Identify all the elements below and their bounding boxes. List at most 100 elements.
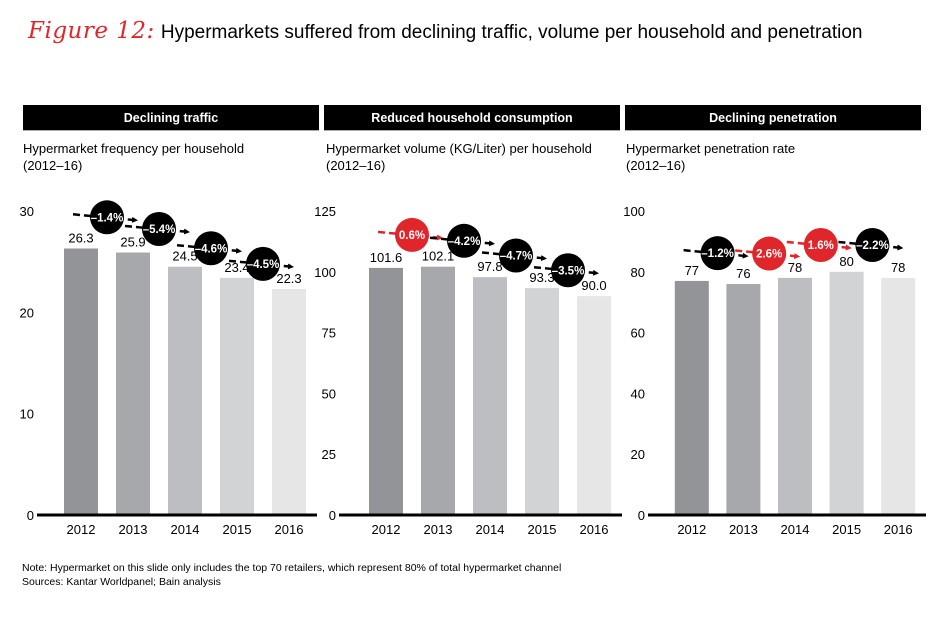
x-tick-label: 2014 bbox=[476, 522, 505, 537]
growth-label: –3.5% bbox=[552, 265, 585, 277]
data-label: 102.1 bbox=[422, 249, 455, 264]
y-tick-label: 25 bbox=[322, 447, 336, 462]
bar bbox=[168, 266, 202, 515]
footnote: Note: Hypermarket on this slide only inc… bbox=[22, 561, 561, 589]
data-label: 78 bbox=[788, 260, 802, 275]
panel-header-consumption: Reduced household consumption bbox=[324, 105, 620, 131]
x-tick-label: 2016 bbox=[275, 522, 304, 537]
chart-period: (2012–16) bbox=[626, 158, 686, 173]
x-tick-label: 2015 bbox=[528, 522, 557, 537]
data-label: 22.3 bbox=[276, 271, 301, 286]
x-tick-label: 2015 bbox=[223, 522, 252, 537]
y-tick-label: 20 bbox=[631, 447, 645, 462]
bar bbox=[473, 277, 507, 515]
figure-number: Figure 12: bbox=[28, 18, 155, 44]
data-label: 78 bbox=[891, 260, 905, 275]
bar bbox=[577, 296, 611, 515]
chart-title: Hypermarket penetration rate bbox=[626, 141, 796, 156]
x-tick-label: 2012 bbox=[372, 522, 401, 537]
growth-bubble bbox=[395, 217, 429, 252]
y-tick-label: 20 bbox=[20, 305, 34, 320]
figure-title: Figure 12: Hypermarkets suffered from de… bbox=[28, 18, 862, 44]
y-tick-label: 80 bbox=[631, 265, 645, 280]
bar bbox=[726, 283, 761, 515]
growth-bubble bbox=[551, 253, 585, 288]
bar bbox=[829, 271, 864, 515]
y-tick-label: 100 bbox=[623, 204, 645, 219]
growth-label: –5.4% bbox=[143, 224, 176, 236]
y-tick-label: 40 bbox=[631, 386, 645, 401]
chart-period: (2012–16) bbox=[23, 158, 83, 173]
y-tick-label: 60 bbox=[631, 326, 645, 341]
y-tick-label: 0 bbox=[638, 508, 645, 523]
growth-bubble bbox=[752, 236, 787, 271]
data-label: 23.4 bbox=[224, 260, 249, 275]
bar bbox=[220, 277, 254, 515]
bar bbox=[369, 267, 403, 515]
x-tick-label: 2013 bbox=[729, 522, 758, 537]
panel-header-traffic: Declining traffic bbox=[23, 105, 319, 131]
chart-title: Hypermarket frequency per household bbox=[23, 141, 245, 156]
figure-title-text: Hypermarkets suffered from declining tra… bbox=[160, 22, 863, 43]
panel-subtitle-traffic: Hypermarket frequency per household (201… bbox=[23, 140, 244, 174]
growth-label: –4.7% bbox=[500, 251, 533, 263]
growth-label: –4.2% bbox=[448, 236, 481, 248]
bar bbox=[64, 248, 98, 515]
bar bbox=[272, 289, 306, 515]
data-label: 76 bbox=[736, 266, 750, 281]
growth-bubble bbox=[246, 246, 280, 281]
data-label: 90.0 bbox=[581, 278, 606, 293]
growth-label: 0.6% bbox=[399, 230, 425, 242]
growth-bubble bbox=[447, 223, 481, 258]
bar bbox=[778, 277, 812, 515]
data-label: 97.8 bbox=[477, 259, 502, 274]
x-tick-label: 2013 bbox=[424, 522, 453, 537]
y-tick-label: 125 bbox=[314, 204, 336, 219]
y-tick-label: 0 bbox=[27, 508, 34, 523]
chart-period: (2012–16) bbox=[326, 158, 386, 173]
panel-subtitle-penetration: Hypermarket penetration rate (2012–16) bbox=[626, 140, 795, 174]
growth-bubble bbox=[142, 212, 176, 247]
bar bbox=[881, 277, 916, 515]
y-tick-label: 10 bbox=[20, 407, 34, 422]
data-label: 80 bbox=[839, 254, 853, 269]
footnote-sources: Sources: Kantar Worldpanel; Bain analysi… bbox=[22, 576, 221, 588]
bar bbox=[421, 266, 455, 515]
x-tick-label: 2015 bbox=[832, 522, 861, 537]
data-label: 77 bbox=[685, 263, 699, 278]
growth-label: 1.6% bbox=[808, 240, 834, 252]
growth-label: –4.6% bbox=[195, 243, 228, 255]
x-tick-label: 2012 bbox=[677, 522, 706, 537]
y-tick-label: 50 bbox=[322, 386, 336, 401]
growth-bubble bbox=[194, 231, 228, 266]
data-label: 25.9 bbox=[120, 235, 145, 250]
y-tick-label: 30 bbox=[20, 204, 34, 219]
growth-label: 2.6% bbox=[756, 249, 782, 261]
y-tick-label: 75 bbox=[322, 326, 336, 341]
x-tick-label: 2016 bbox=[884, 522, 913, 537]
x-tick-label: 2012 bbox=[67, 522, 96, 537]
chart-title: Hypermarket volume (KG/Liter) per househ… bbox=[326, 141, 592, 156]
growth-label: –1.2% bbox=[701, 248, 734, 260]
bar bbox=[674, 280, 709, 515]
data-label: 26.3 bbox=[68, 230, 93, 245]
growth-bubble bbox=[700, 236, 735, 271]
growth-bubble bbox=[855, 228, 890, 263]
x-tick-label: 2016 bbox=[580, 522, 609, 537]
bar bbox=[525, 288, 559, 515]
data-label: 24.5 bbox=[172, 249, 197, 264]
growth-label: –4.5% bbox=[247, 259, 280, 271]
footnote-note: Note: Hypermarket on this slide only inc… bbox=[22, 562, 562, 574]
y-tick-label: 100 bbox=[314, 265, 336, 280]
bar bbox=[116, 252, 150, 515]
data-label: 101.6 bbox=[370, 250, 403, 265]
data-label: 93.3 bbox=[529, 270, 554, 285]
x-tick-label: 2014 bbox=[781, 522, 810, 537]
growth-label: –1.4% bbox=[91, 212, 124, 224]
growth-bubble bbox=[499, 238, 533, 273]
panel-header-penetration: Declining penetration bbox=[625, 105, 921, 131]
growth-bubble bbox=[90, 200, 124, 235]
panel-subtitle-consumption: Hypermarket volume (KG/Liter) per househ… bbox=[326, 140, 592, 174]
growth-bubble bbox=[803, 228, 838, 263]
